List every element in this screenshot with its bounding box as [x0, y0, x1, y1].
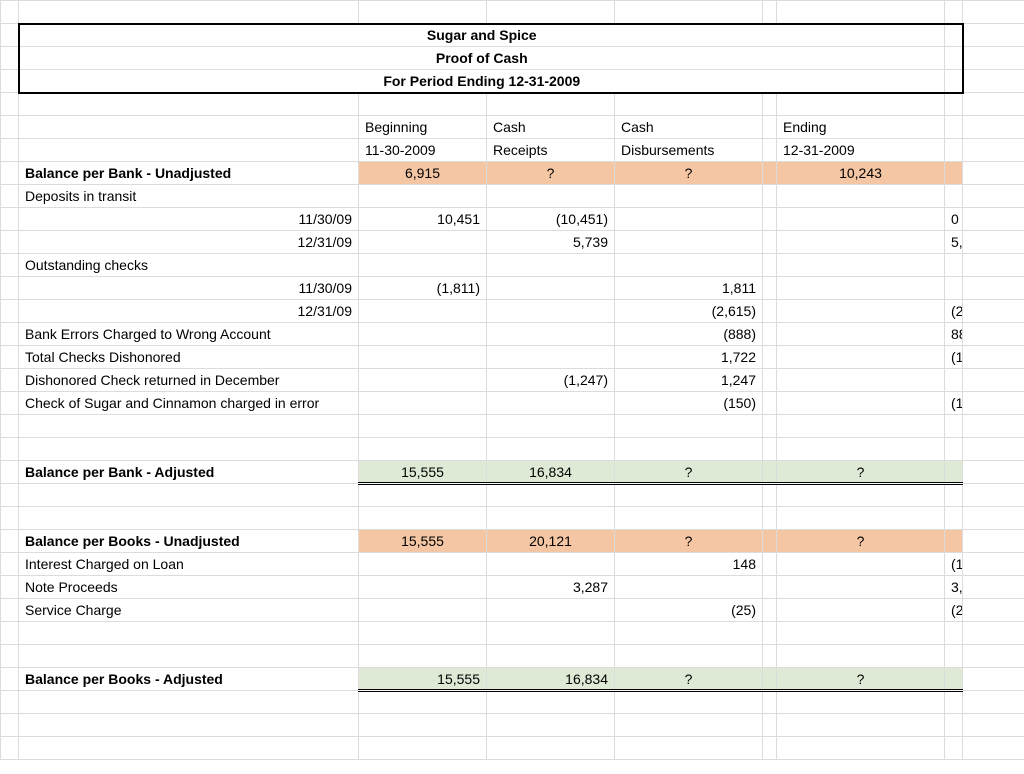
label-total-dishonored: Total Checks Dishonored	[19, 346, 359, 369]
row-outstanding: Outstanding checks	[1, 254, 1024, 277]
date-out-1130: 11/30/09	[19, 277, 359, 300]
val-bank-adj-beg: 15,555	[359, 461, 487, 484]
val-bank-adj-rec: 16,834	[487, 461, 615, 484]
label-deposits: Deposits in transit	[19, 185, 359, 208]
column-headers-bot: 11-30-2009 Receipts Disbursements 12-31-…	[1, 139, 1024, 162]
hdr-ending-bot: 12-31-2009	[777, 139, 945, 162]
row-dep-1130: 11/30/09 10,451 (10,451) 0	[1, 208, 1024, 231]
val-bank-adj-end: ?	[777, 461, 945, 484]
hdr-receipts-bot: Receipts	[487, 139, 615, 162]
val-dishonored-dec-dis: 1,247	[615, 369, 763, 392]
date-out-1231: 12/31/09	[19, 300, 359, 323]
label-cinnamon: Check of Sugar and Cinnamon charged in e…	[19, 392, 359, 415]
val-note-rec: 3,287	[487, 576, 615, 599]
row-total-dishonored: Total Checks Dishonored 1,722 (1,722)	[1, 346, 1024, 369]
label-outstanding: Outstanding checks	[19, 254, 359, 277]
val-bank-unadj-dis: ?	[615, 162, 763, 185]
hdr-disb-top: Cash	[615, 116, 763, 139]
row-out-1231: 12/31/09 (2,615) (2,615)	[1, 300, 1024, 323]
val-total-dishonored-dis: 1,722	[615, 346, 763, 369]
val-interest-dis: 148	[615, 553, 763, 576]
row-books-adjusted: Balance per Books - Adjusted 15,555 16,8…	[1, 668, 1024, 691]
hdr-receipts-top: Cash	[487, 116, 615, 139]
row-note: Note Proceeds 3,287 3,287	[1, 576, 1024, 599]
val-books-unadj-beg: 15,555	[359, 530, 487, 553]
label-service: Service Charge	[19, 599, 359, 622]
val-service-end: (25)	[945, 599, 963, 622]
val-bank-unadj-rec: ?	[487, 162, 615, 185]
date-dep-1130: 11/30/09	[19, 208, 359, 231]
val-out-1231-dis: (2,615)	[615, 300, 763, 323]
val-dishonored-dec-rec: (1,247)	[487, 369, 615, 392]
val-dep-1231-end: 5,739	[945, 231, 963, 254]
title-line-2: Proof of Cash	[19, 47, 945, 70]
column-headers-top: Beginning Cash Cash Ending	[1, 116, 1024, 139]
val-books-unadj-rec: 20,121	[487, 530, 615, 553]
row-bank-unadjusted: Balance per Bank - Unadjusted 6,915 ? ? …	[1, 162, 1024, 185]
val-out-1231-end: (2,615)	[945, 300, 963, 323]
hdr-beginning-bot: 11-30-2009	[359, 139, 487, 162]
label-dishonored-dec: Dishonored Check returned in December	[19, 369, 359, 392]
val-books-unadj-dis: ?	[615, 530, 763, 553]
val-cinnamon-end: (150)	[945, 392, 963, 415]
val-dep-1130-end: 0	[945, 208, 963, 231]
val-bank-adj-dis: ?	[615, 461, 763, 484]
val-books-adj-dis: ?	[615, 668, 763, 691]
label-note: Note Proceeds	[19, 576, 359, 599]
val-note-end: 3,287	[945, 576, 963, 599]
label-bank-adj: Balance per Bank - Adjusted	[19, 461, 359, 484]
row-bank-adjusted: Balance per Bank - Adjusted 15,555 16,83…	[1, 461, 1024, 484]
label-bank-errors: Bank Errors Charged to Wrong Account	[19, 323, 359, 346]
label-bank-unadj: Balance per Bank - Unadjusted	[19, 162, 359, 185]
val-dep-1130-rec: (10,451)	[487, 208, 615, 231]
val-cinnamon-dis: (150)	[615, 392, 763, 415]
val-dep-1130-beg: 10,451	[359, 208, 487, 231]
row-dep-1231: 12/31/09 5,739 5,739	[1, 231, 1024, 254]
val-interest-end: (148)	[945, 553, 963, 576]
val-dep-1231-rec: 5,739	[487, 231, 615, 254]
val-books-adj-rec: 16,834	[487, 668, 615, 691]
hdr-ending-top: Ending	[777, 116, 945, 139]
val-bank-unadj-end: 10,243	[777, 162, 945, 185]
val-bank-errors-end: 888	[945, 323, 963, 346]
proof-of-cash-table: Sugar and Spice Proof of Cash For Period…	[0, 0, 1024, 760]
hdr-disb-bot: Disbursements	[615, 139, 763, 162]
row-deposits-transit: Deposits in transit	[1, 185, 1024, 208]
row-books-unadjusted: Balance per Books - Unadjusted 15,555 20…	[1, 530, 1024, 553]
val-out-1130-beg: (1,811)	[359, 277, 487, 300]
row-bank-errors: Bank Errors Charged to Wrong Account (88…	[1, 323, 1024, 346]
label-books-adj: Balance per Books - Adjusted	[19, 668, 359, 691]
row-service: Service Charge (25) (25)	[1, 599, 1024, 622]
val-bank-unadj-beg: 6,915	[359, 162, 487, 185]
row-cinnamon: Check of Sugar and Cinnamon charged in e…	[1, 392, 1024, 415]
val-books-adj-beg: 15,555	[359, 668, 487, 691]
val-service-dis: (25)	[615, 599, 763, 622]
val-total-dishonored-end: (1,722)	[945, 346, 963, 369]
title-line-3: For Period Ending 12-31-2009	[19, 70, 945, 93]
val-out-1130-dis: 1,811	[615, 277, 763, 300]
title-line-1: Sugar and Spice	[19, 24, 945, 47]
label-interest: Interest Charged on Loan	[19, 553, 359, 576]
val-books-unadj-end: ?	[777, 530, 945, 553]
row-out-1130: 11/30/09 (1,811) 1,811	[1, 277, 1024, 300]
hdr-beginning-top: Beginning	[359, 116, 487, 139]
row-dishonored-dec: Dishonored Check returned in December (1…	[1, 369, 1024, 392]
val-books-adj-end: ?	[777, 668, 945, 691]
val-bank-errors-dis: (888)	[615, 323, 763, 346]
label-books-unadj: Balance per Books - Unadjusted	[19, 530, 359, 553]
row-interest: Interest Charged on Loan 148 (148)	[1, 553, 1024, 576]
date-dep-1231: 12/31/09	[19, 231, 359, 254]
